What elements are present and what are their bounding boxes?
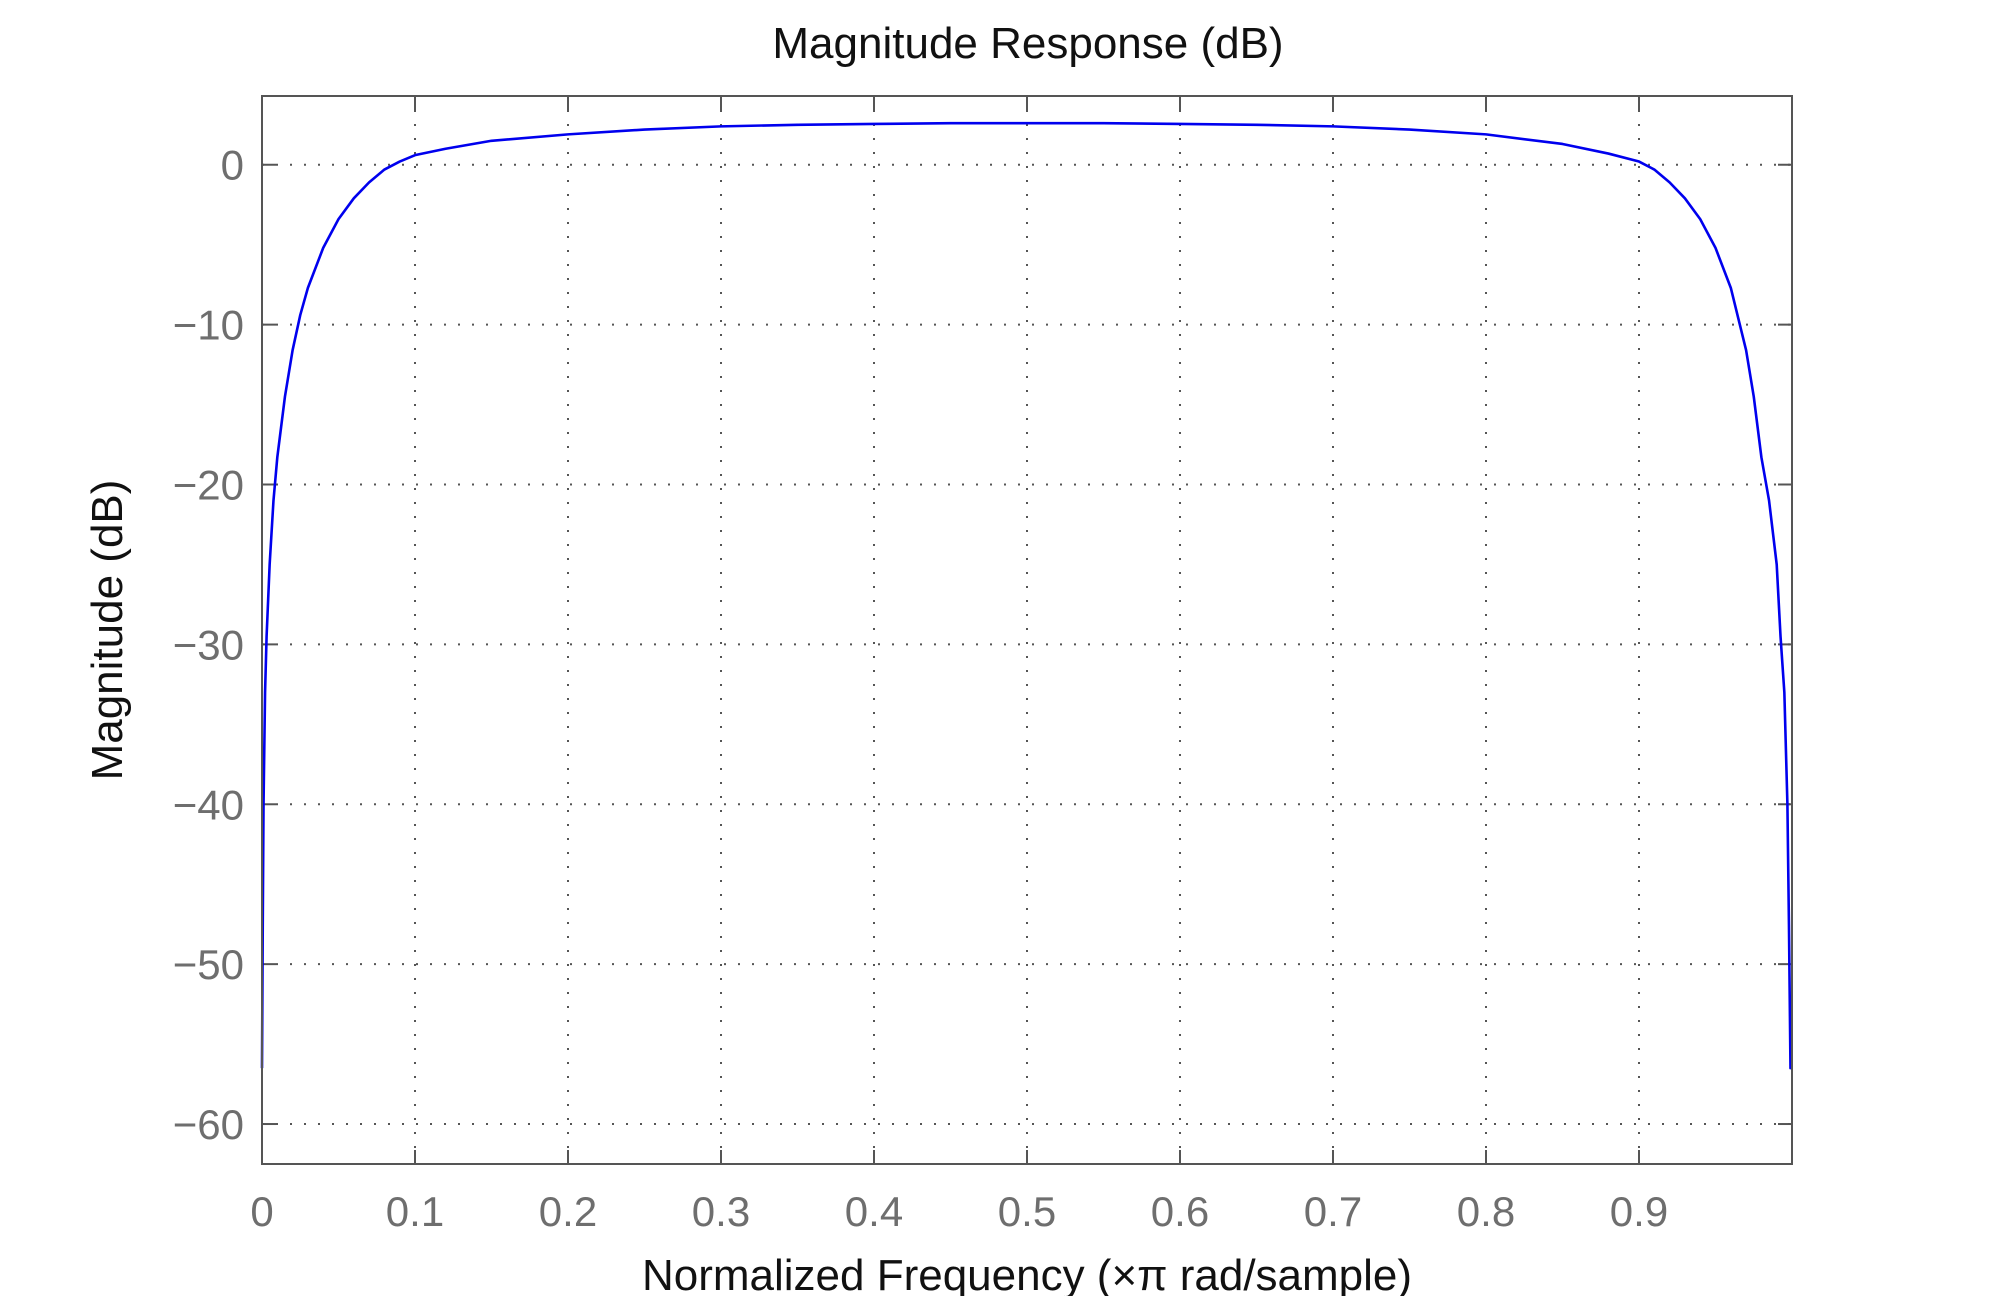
y-tick-label: −30 [173, 621, 244, 668]
x-tick-label: 0.2 [539, 1188, 597, 1235]
y-tick-label: 0 [221, 142, 244, 189]
x-tick-label: 0.8 [1457, 1188, 1515, 1235]
series-line [260, 121, 1793, 1070]
grid [262, 96, 1792, 1164]
x-tick-label: 0.9 [1610, 1188, 1668, 1235]
x-tick-label: 0.5 [998, 1188, 1056, 1235]
tick-marks [261, 96, 1792, 1164]
x-axis-label: Normalized Frequency (×π rad/sample) [642, 1251, 1412, 1296]
y-tick-label: −40 [173, 781, 244, 828]
x-tick-label: 0.7 [1304, 1188, 1362, 1235]
y-tick-labels: 0 −10 −20 −30 −40 −50 −60 [173, 142, 244, 1148]
x-tick-label: 0.6 [1151, 1188, 1209, 1235]
y-axis-label: Magnitude (dB) [83, 480, 132, 781]
x-tick-label: 0.1 [386, 1188, 444, 1235]
x-tick-label: 0.3 [692, 1188, 750, 1235]
x-tick-label: 0.4 [845, 1188, 903, 1235]
x-tick-label: 0 [250, 1188, 273, 1235]
plot-frame [261, 95, 1793, 1165]
y-tick-label: −10 [173, 302, 244, 349]
chart-title: Magnitude Response (dB) [772, 19, 1283, 68]
y-tick-label: −50 [173, 941, 244, 988]
y-tick-label: −20 [173, 462, 244, 509]
y-tick-label: −60 [173, 1101, 244, 1148]
x-tick-labels: 0 0.1 0.2 0.3 0.4 0.5 0.6 0.7 0.8 0.9 [250, 1188, 1668, 1235]
